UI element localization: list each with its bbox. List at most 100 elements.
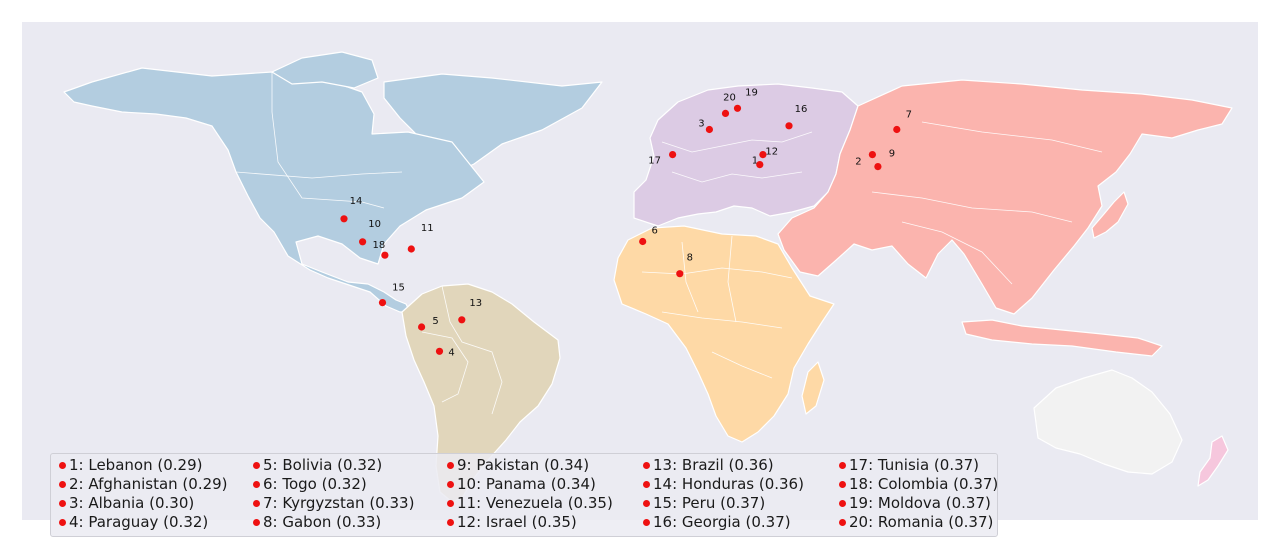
- legend-item: 17: Tunisia (0.37): [839, 456, 979, 474]
- marker-paraguay: [435, 347, 444, 355]
- legend-item: 7: Kyrgyzstan (0.33): [253, 494, 414, 512]
- legend-marker-icon: [839, 462, 846, 469]
- legend-label: 2: Afghanistan (0.29): [69, 475, 228, 493]
- marker-label-6: 6: [652, 226, 658, 237]
- marker-tunisia: [669, 151, 677, 159]
- asia: [777, 79, 1233, 315]
- marker-togo: [639, 237, 647, 246]
- country-borders: [235, 72, 1103, 415]
- legend-item: 5: Bolivia (0.32): [253, 456, 382, 474]
- legend-marker-icon: [643, 481, 650, 488]
- marker-georgia: [785, 122, 793, 130]
- legend-marker-icon: [447, 500, 454, 507]
- legend-marker-icon: [839, 500, 846, 507]
- marker-moldova: [733, 104, 742, 112]
- marker-israel: [756, 161, 764, 169]
- legend-item: 4: Paraguay (0.32): [59, 513, 208, 531]
- marker-label-17: 17: [648, 156, 661, 167]
- legend-item: 8: Gabon (0.33): [253, 513, 381, 531]
- legend-marker-icon: [839, 519, 846, 526]
- canadian-arctic-islands: [271, 51, 379, 89]
- marker-gabon: [676, 270, 684, 278]
- marker-label-16: 16: [795, 104, 808, 115]
- legend-label: 11: Venezuela (0.35): [457, 494, 613, 512]
- marker-label-3: 3: [698, 119, 704, 130]
- legend-marker-icon: [253, 462, 260, 469]
- marker-venezuela: [407, 245, 415, 253]
- marker-label-1: 1: [752, 156, 758, 167]
- africa: [613, 225, 835, 443]
- legend-marker-icon: [59, 519, 66, 526]
- marker-label-8: 8: [687, 253, 693, 264]
- marker-afghanistan: [868, 151, 877, 159]
- marker-label-20: 20: [723, 92, 736, 103]
- legend-marker-icon: [59, 462, 66, 469]
- marker-label-14: 14: [350, 196, 363, 207]
- australia: [1033, 369, 1183, 475]
- legend-marker-icon: [643, 500, 650, 507]
- marker-kyrgyzstan: [893, 125, 901, 134]
- legend-item: 10: Panama (0.34): [447, 475, 596, 493]
- legend-marker-icon: [643, 462, 650, 469]
- legend-item: 18: Colombia (0.37): [839, 475, 998, 493]
- legend-label: 4: Paraguay (0.32): [69, 513, 209, 531]
- legend-item: 12: Israel (0.35): [447, 513, 577, 531]
- north-america: [63, 67, 485, 313]
- legend-item: 6: Togo (0.32): [253, 475, 367, 493]
- legend-label: 15: Peru (0.37): [653, 494, 766, 512]
- marker-label-12: 12: [765, 147, 778, 158]
- legend-label: 20: Romania (0.37): [849, 513, 994, 531]
- marker-label-9: 9: [889, 149, 895, 160]
- legend-item: 1: Lebanon (0.29): [59, 456, 202, 474]
- marker-pakistan: [874, 163, 882, 171]
- marker-panama: [359, 238, 367, 246]
- legend-label: 17: Tunisia (0.37): [849, 456, 980, 474]
- legend-label: 9: Pakistan (0.34): [457, 456, 590, 474]
- new-zealand: [1197, 435, 1229, 487]
- marker-label-15: 15: [392, 283, 405, 294]
- marker-label-13: 13: [469, 298, 482, 309]
- legend: 1: Lebanon (0.29) 2: Afghanistan (0.29) 3:…: [50, 453, 998, 537]
- marker-honduras: [340, 215, 348, 223]
- legend-item: 19: Moldova (0.37): [839, 494, 991, 512]
- marker-label-10: 10: [368, 219, 381, 230]
- legend-label: 13: Brazil (0.36): [653, 456, 774, 474]
- south-america: [401, 283, 561, 503]
- marker-label-5: 5: [432, 316, 438, 327]
- marker-albania: [705, 125, 714, 134]
- legend-item: 9: Pakistan (0.34): [447, 456, 589, 474]
- marker-lebanon: [759, 151, 767, 159]
- marker-colombia: [381, 251, 389, 259]
- marker-label-2: 2: [855, 157, 861, 168]
- japan: [1091, 191, 1129, 239]
- legend-item: 2: Afghanistan (0.29): [59, 475, 228, 493]
- legend-label: 19: Moldova (0.37): [849, 494, 991, 512]
- legend-item: 14: Honduras (0.36): [643, 475, 804, 493]
- marker-peru: [378, 299, 387, 307]
- marker-bolivia: [418, 323, 426, 331]
- legend-marker-icon: [253, 500, 260, 507]
- legend-label: 3: Albania (0.30): [69, 494, 195, 512]
- legend-marker-icon: [447, 462, 454, 469]
- marker-label-7: 7: [906, 110, 912, 121]
- legend-marker-icon: [643, 519, 650, 526]
- map-panel: 1 2 3 4 5 6 7 8 9 10 11 12 13 14 15 16 17 18 19 20 1: Leban…: [22, 22, 1258, 537]
- legend-item: 16: Georgia (0.37): [643, 513, 791, 531]
- legend-label: 8: Gabon (0.33): [263, 513, 382, 531]
- marker-label-4: 4: [448, 347, 454, 358]
- legend-item: 20: Romania (0.37): [839, 513, 993, 531]
- legend-marker-icon: [447, 519, 454, 526]
- madagascar: [801, 361, 825, 415]
- legend-marker-icon: [447, 481, 454, 488]
- legend-label: 14: Honduras (0.36): [653, 475, 804, 493]
- marker-romania: [721, 109, 730, 117]
- marker-label-18: 18: [373, 240, 386, 251]
- legend-item: 3: Albania (0.30): [59, 494, 194, 512]
- legend-label: 5: Bolivia (0.32): [263, 456, 383, 474]
- marker-label-11: 11: [421, 223, 434, 234]
- marker-brazil: [458, 316, 466, 324]
- legend-marker-icon: [253, 519, 260, 526]
- legend-marker-icon: [839, 481, 846, 488]
